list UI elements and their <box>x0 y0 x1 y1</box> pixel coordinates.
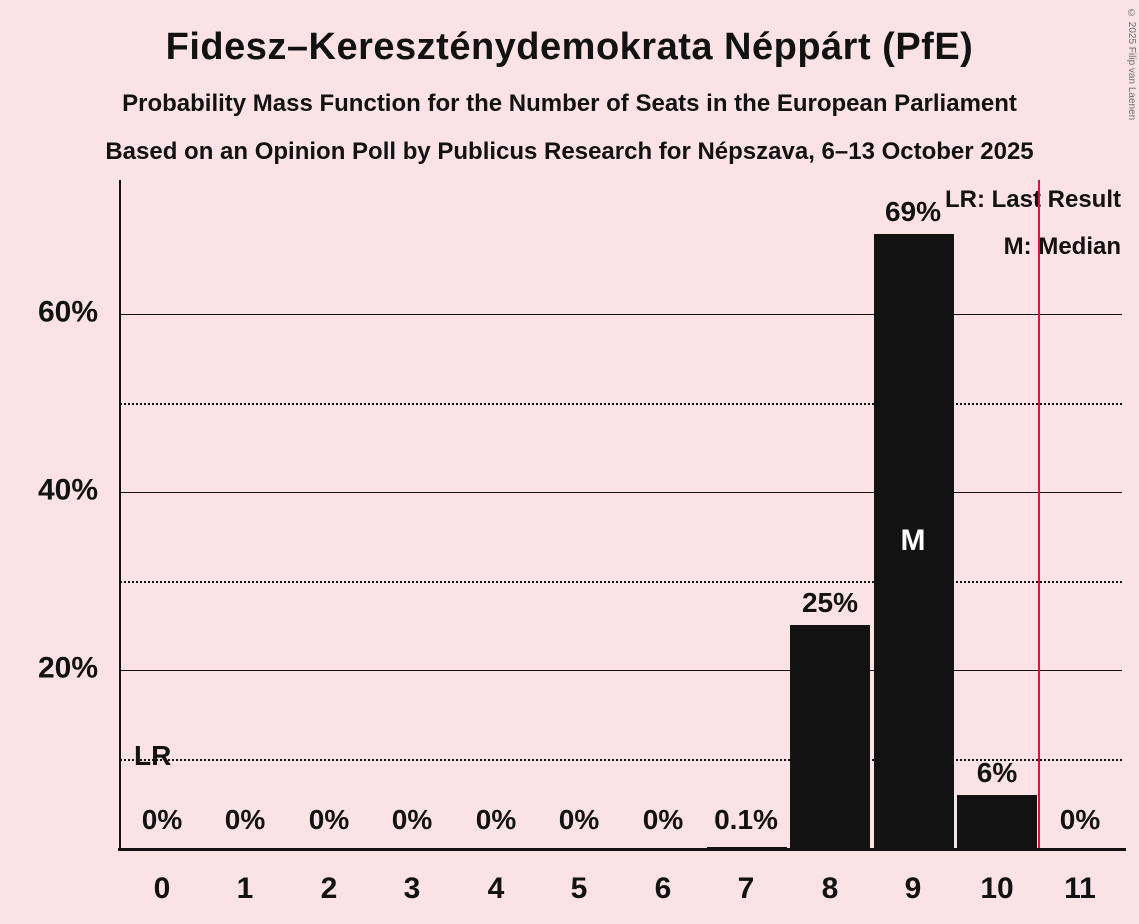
value-label-seat-8: 25% <box>801 587 859 618</box>
chart-subtitle-poll: Based on an Opinion Poll by Publicus Res… <box>105 138 1034 165</box>
bar-seat-10 <box>957 795 1037 848</box>
x-axis-label-6: 6 <box>654 872 672 905</box>
x-axis-label-11: 11 <box>1064 872 1096 905</box>
gridline-solid-20pct <box>120 670 1122 671</box>
bar-seat-7 <box>707 847 787 848</box>
gridline-solid-60pct <box>120 314 1122 315</box>
last-result-line <box>1038 180 1040 848</box>
x-axis-label-1: 1 <box>236 872 254 905</box>
x-axis-label-2: 2 <box>320 872 338 905</box>
gridline-dotted-50pct <box>120 403 1122 405</box>
last-result-label: LR <box>134 740 172 771</box>
value-label-seat-2: 0% <box>308 804 350 835</box>
bar-seat-9 <box>874 234 954 848</box>
legend-median: M: Median <box>1003 233 1121 260</box>
value-label-seat-1: 0% <box>224 804 266 835</box>
chart-title: Fidesz–Kereszténydemokrata Néppárt (PfE) <box>165 26 974 68</box>
value-label-seat-11: 0% <box>1059 804 1101 835</box>
value-label-seat-5: 0% <box>558 804 600 835</box>
value-label-seat-6: 0% <box>642 804 684 835</box>
x-axis-label-4: 4 <box>487 872 505 905</box>
y-axis-label-20: 20% <box>37 651 98 685</box>
y-axis-line <box>119 180 121 848</box>
x-axis-label-5: 5 <box>570 872 588 905</box>
x-axis-label-3: 3 <box>403 872 421 905</box>
x-axis-line <box>118 848 1126 851</box>
gridline-dotted-30pct <box>120 581 1122 583</box>
legend-last-result: LR: Last Result <box>944 186 1121 213</box>
y-axis-label-60: 60% <box>37 295 98 329</box>
value-label-seat-9: 69% <box>884 196 942 227</box>
x-axis-label-0: 0 <box>153 872 171 905</box>
x-axis-label-7: 7 <box>737 872 755 905</box>
value-label-seat-3: 0% <box>391 804 433 835</box>
x-axis-label-8: 8 <box>821 872 839 905</box>
value-label-seat-10: 6% <box>976 757 1018 788</box>
value-label-seat-7: 0.1% <box>714 804 778 835</box>
median-marker: M <box>900 524 926 557</box>
x-axis-label-9: 9 <box>904 872 922 905</box>
y-axis-label-40: 40% <box>37 473 98 507</box>
x-axis-label-10: 10 <box>980 872 1014 905</box>
gridline-solid-40pct <box>120 492 1122 493</box>
value-label-seat-0: 0% <box>141 804 183 835</box>
value-label-seat-4: 0% <box>475 804 517 835</box>
gridline-dotted-10pct <box>120 759 1122 761</box>
copyright-notice: © 2025 Filip van Laenen <box>1126 8 1137 121</box>
chart-subtitle-pmf: Probability Mass Function for the Number… <box>122 90 1017 117</box>
bar-seat-8 <box>790 625 870 848</box>
